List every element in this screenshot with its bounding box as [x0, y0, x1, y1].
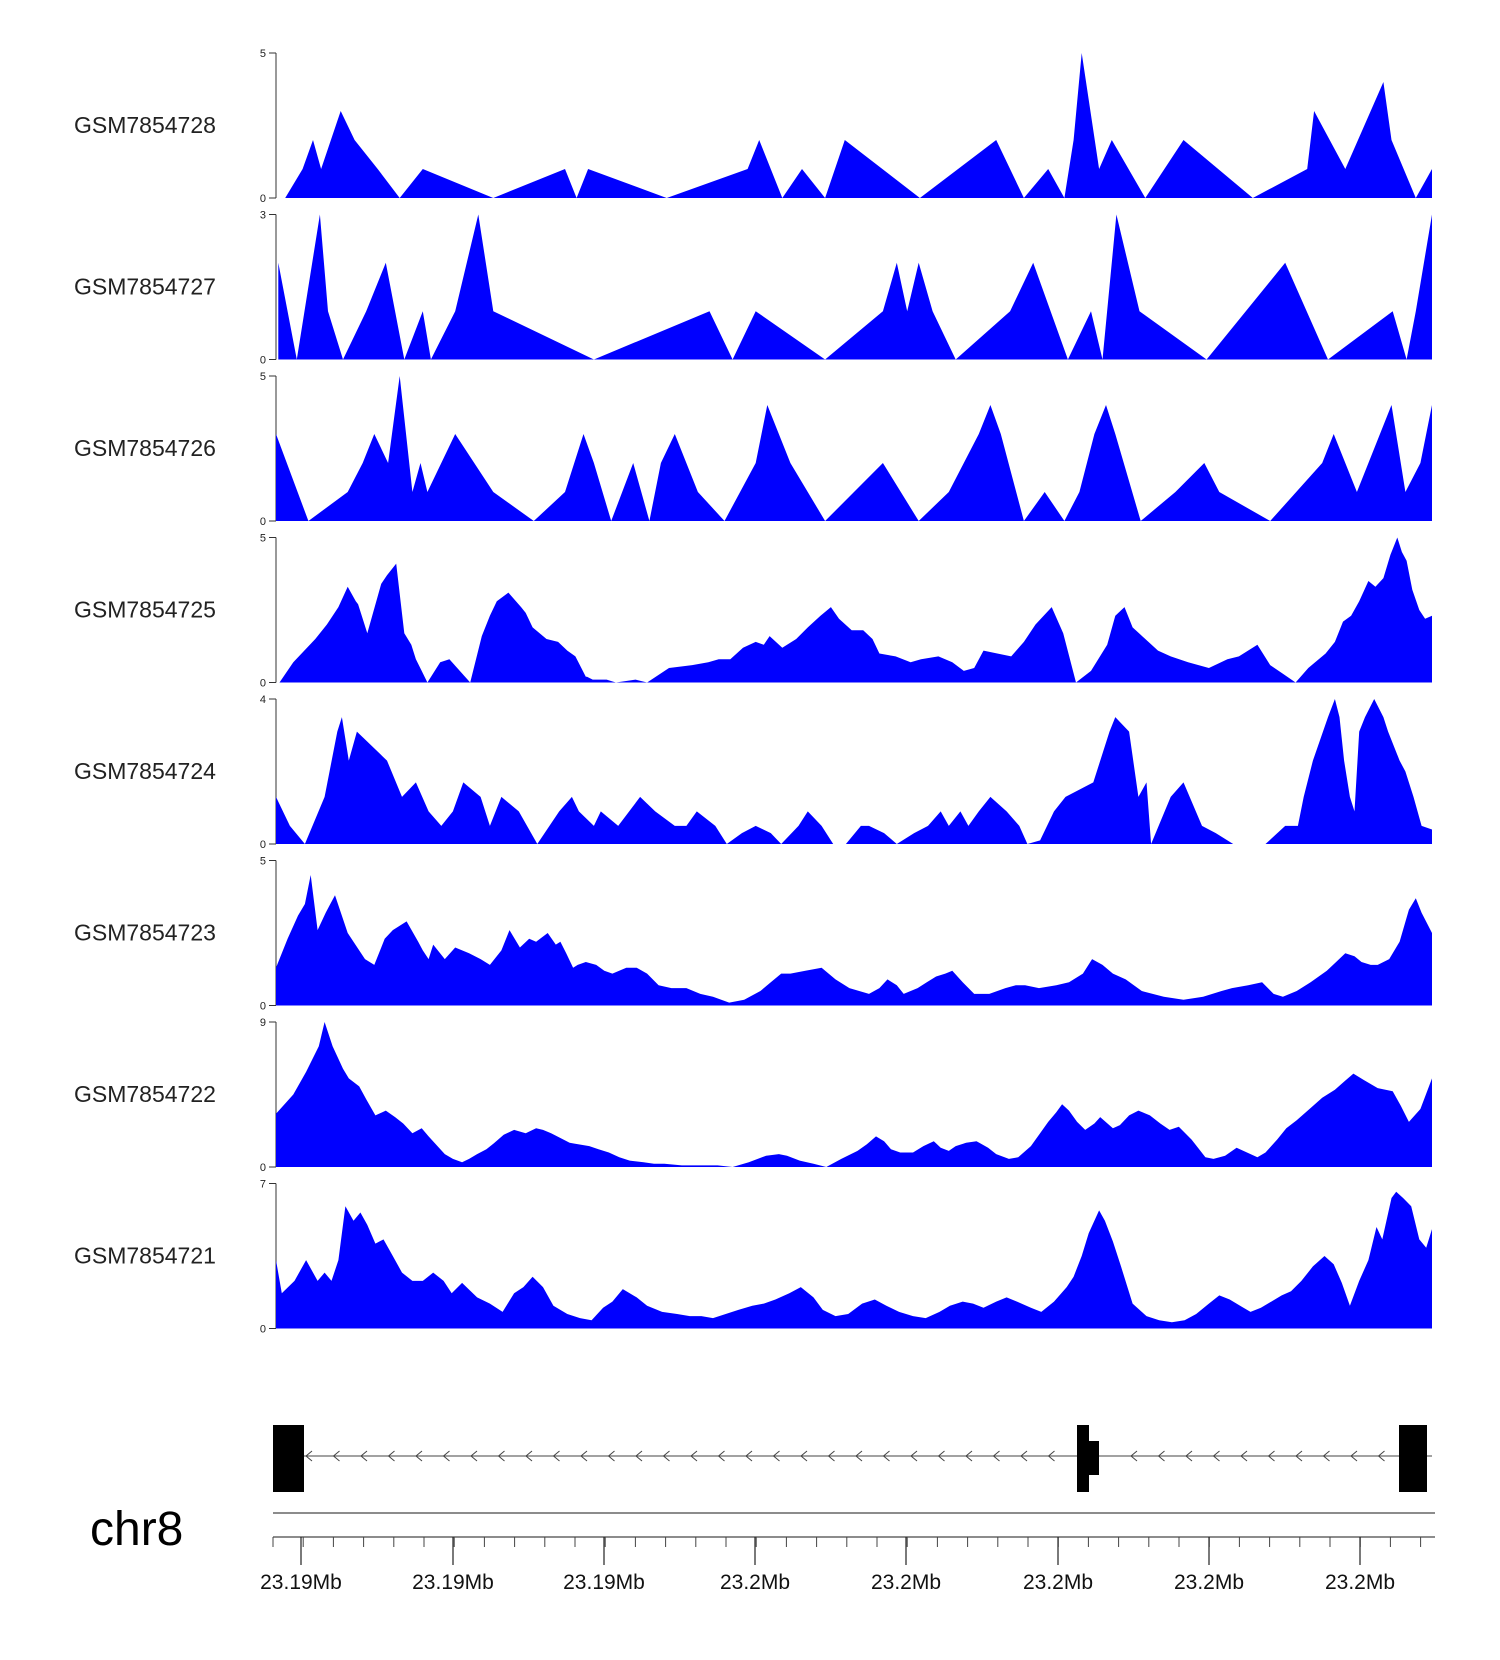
chromosome-label: chr8	[90, 1503, 183, 1556]
coverage-area	[278, 214, 1432, 360]
exon-block	[1089, 1441, 1099, 1475]
gene-model	[273, 1425, 1432, 1492]
axis-tick-label: 23.19Mb	[260, 1571, 342, 1594]
y-max-label: 9	[260, 1017, 266, 1029]
y-max-label: 3	[260, 210, 266, 222]
y-zero-label: 0	[260, 839, 266, 851]
genome-axis: 23.19Mb 23.19Mb 23.19Mb 23.2Mb 23.2Mb 23.2Mb 2…	[260, 1512, 1435, 1594]
track-GSM7854722: GSM7854722 9 0	[74, 1017, 1432, 1174]
strand-arrow	[690, 1450, 698, 1462]
y-max-label: 5	[260, 533, 266, 545]
strand-arrow	[607, 1450, 615, 1462]
coverage-area	[285, 53, 1433, 198]
exon-block	[1077, 1425, 1089, 1492]
axis-tick-label: 23.19Mb	[563, 1571, 645, 1594]
track-label: GSM7854724	[74, 758, 216, 784]
y-zero-label: 0	[260, 1162, 266, 1174]
exon-block	[273, 1425, 304, 1492]
track-label: GSM7854727	[74, 274, 216, 300]
exon-block	[1399, 1425, 1427, 1492]
y-max-label: 5	[260, 856, 266, 868]
strand-arrow	[992, 1450, 1000, 1462]
y-zero-label: 0	[260, 193, 266, 205]
coverage-tracks: GSM785472850GSM785472730GSM785472650GSM7…	[74, 48, 1433, 1336]
y-max-label: 7	[260, 1179, 266, 1191]
strand-arrow	[387, 1450, 395, 1462]
strand-arrow	[827, 1450, 835, 1462]
track-GSM7854721: GSM7854721 7 0	[74, 1179, 1432, 1336]
track-label: GSM7854728	[74, 112, 216, 138]
strand-arrow	[855, 1450, 863, 1462]
track-GSM7854727: GSM7854727 3 0	[74, 210, 1432, 367]
track-GSM7854728: GSM7854728 5 0	[74, 48, 1433, 205]
y-max-label: 5	[260, 48, 266, 60]
strand-arrow	[415, 1450, 423, 1462]
strand-arrow	[497, 1450, 505, 1462]
strand-arrow	[1322, 1450, 1330, 1462]
track-label: GSM7854726	[74, 435, 216, 461]
track-GSM7854724: GSM7854724 4 0	[74, 694, 1432, 851]
strand-arrow	[1295, 1450, 1303, 1462]
track-label: GSM7854722	[74, 1081, 216, 1107]
coverage-area	[276, 376, 1432, 521]
coverage-area	[276, 1191, 1432, 1329]
strand-arrow	[525, 1450, 533, 1462]
strand-arrow	[910, 1450, 918, 1462]
strand-arrow	[1047, 1450, 1055, 1462]
strand-arrow	[1157, 1450, 1165, 1462]
y-zero-label: 0	[260, 1001, 266, 1013]
axis-tick-label: 23.19Mb	[412, 1571, 494, 1594]
strand-arrow	[662, 1450, 670, 1462]
track-GSM7854723: GSM7854723 5 0	[74, 856, 1432, 1013]
strand-arrow	[882, 1450, 890, 1462]
strand-arrow	[1267, 1450, 1275, 1462]
axis-tick-label: 23.2Mb	[720, 1571, 790, 1594]
coverage-area	[276, 699, 1432, 844]
strand-arrow	[360, 1450, 368, 1462]
strand-arrow	[580, 1450, 588, 1462]
strand-arrow	[1020, 1450, 1028, 1462]
strand-arrow	[1240, 1450, 1248, 1462]
strand-arrow	[745, 1450, 753, 1462]
y-zero-label: 0	[260, 1324, 266, 1336]
strand-arrow	[305, 1450, 313, 1462]
strand-arrow	[470, 1450, 478, 1462]
axis-tick-label: 23.2Mb	[1023, 1571, 1093, 1594]
y-zero-label: 0	[260, 355, 266, 367]
y-zero-label: 0	[260, 516, 266, 528]
strand-arrow	[965, 1450, 973, 1462]
strand-arrow	[772, 1450, 780, 1462]
y-max-label: 5	[260, 371, 266, 383]
track-label: GSM7854725	[74, 597, 216, 623]
axis-tick-label: 23.2Mb	[1325, 1571, 1395, 1594]
strand-arrow	[1377, 1450, 1385, 1462]
strand-arrow	[1185, 1450, 1193, 1462]
strand-arrow	[552, 1450, 560, 1462]
coverage-area	[276, 1022, 1432, 1167]
strand-arrow	[635, 1450, 643, 1462]
axis-tick-label: 23.2Mb	[1174, 1571, 1244, 1594]
y-zero-label: 0	[260, 678, 266, 690]
strand-arrow	[717, 1450, 725, 1462]
strand-arrow	[1130, 1450, 1138, 1462]
track-GSM7854726: GSM7854726 5 0	[74, 371, 1432, 528]
axis-tick-label: 23.2Mb	[871, 1571, 941, 1594]
strand-arrow	[1350, 1450, 1358, 1462]
strand-arrow	[800, 1450, 808, 1462]
strand-arrow	[332, 1450, 340, 1462]
strand-arrow	[937, 1450, 945, 1462]
y-max-label: 4	[260, 694, 266, 706]
strand-arrow	[1212, 1450, 1220, 1462]
coverage-area	[276, 875, 1432, 1006]
track-GSM7854725: GSM7854725 5 0	[74, 533, 1432, 690]
strand-arrow	[442, 1450, 450, 1462]
coverage-area	[279, 537, 1432, 683]
track-label: GSM7854721	[74, 1243, 216, 1269]
track-label: GSM7854723	[74, 920, 216, 946]
